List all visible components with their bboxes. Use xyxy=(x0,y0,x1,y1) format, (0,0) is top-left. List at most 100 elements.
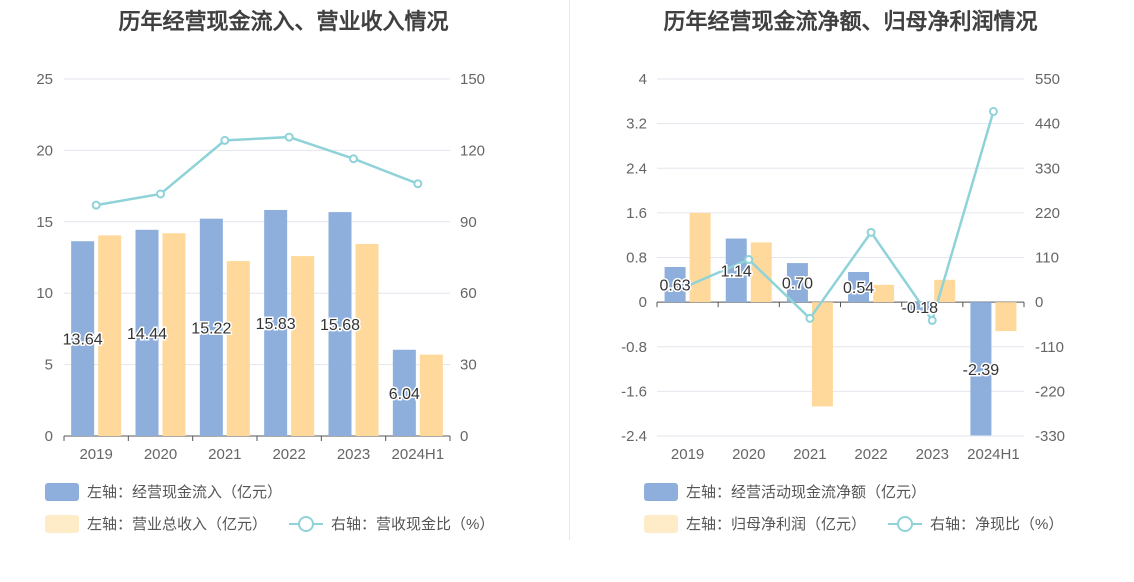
bar-series-1 xyxy=(970,302,992,436)
bar-series-2 xyxy=(355,243,379,436)
line-point xyxy=(413,179,423,189)
line-point xyxy=(805,313,815,323)
x-axis-category-label: 2024H1 xyxy=(967,446,1020,463)
line-point xyxy=(988,106,998,116)
left-axis-tick-label: 1.6 xyxy=(626,205,647,222)
right-axis-tick-label: 440 xyxy=(1035,116,1060,133)
bar-series-1 xyxy=(199,218,223,436)
data-label: 13.64 xyxy=(63,332,103,349)
line-point xyxy=(927,315,937,325)
line-series xyxy=(95,135,419,207)
data-label: 0.54 xyxy=(843,280,874,297)
left-axis-tick-label: 4 xyxy=(639,71,647,88)
x-axis-category-label: 2022 xyxy=(854,446,887,463)
right-axis-tick-label: 330 xyxy=(1035,160,1060,177)
data-label: -0.18 xyxy=(902,300,939,317)
bar-series-2 xyxy=(811,302,833,407)
bar-series-1 xyxy=(135,229,159,436)
right-axis-tick-label: 30 xyxy=(460,357,477,374)
x-axis-category-label: 2021 xyxy=(793,446,826,463)
line-point xyxy=(683,281,693,291)
left-axis-tick-label: -2.4 xyxy=(621,428,647,445)
left-axis-tick-label: 25 xyxy=(36,71,53,88)
legend-label-net-profit[interactable]: 左轴：归母净利润（亿元） xyxy=(686,516,867,533)
legend-row-2: 左轴：归母净利润（亿元） 右轴：净现比（%） xyxy=(644,513,1063,534)
data-label: 15.22 xyxy=(191,320,231,337)
x-axis-category-label: 2021 xyxy=(208,446,241,463)
left-axis-tick-label: 3.2 xyxy=(626,116,647,133)
right-axis-tick-label: 0 xyxy=(1035,294,1043,311)
bar-series-1 xyxy=(725,238,747,303)
bar-series-1 xyxy=(71,241,95,436)
legend-swatch-revenue xyxy=(45,514,79,533)
right-axis-tick-label: 120 xyxy=(460,142,485,159)
chart-net-cashflow-profit: -2.4 -1.6 -0.8 0 0.8 1.6 2.4 3.2 4 -330 -220 -110 0 1… xyxy=(621,71,1065,463)
legend-swatch-net-profit xyxy=(644,514,678,533)
right-axis-tick-label: 90 xyxy=(460,214,477,231)
line-point xyxy=(156,189,165,199)
bar-series-1 xyxy=(786,263,808,303)
line-point xyxy=(220,135,230,145)
right-axis-tick-label: 220 xyxy=(1035,205,1060,222)
legend-label-cash-inflow[interactable]: 左轴：经营现金流入（亿元） xyxy=(87,484,283,501)
data-label: 1.14 xyxy=(721,263,752,280)
left-axis-tick-label: 2.4 xyxy=(626,160,647,177)
bar-series-1 xyxy=(909,302,931,313)
left-axis-tick-label: 0.8 xyxy=(626,250,647,267)
legend-line-ratio-icon xyxy=(289,515,324,533)
data-label: 15.68 xyxy=(320,317,360,334)
data-label: 15.83 xyxy=(256,316,296,333)
bar-series-2 xyxy=(291,256,315,436)
legend-row-1: 左轴：经营活动现金流净额（亿元） xyxy=(644,481,926,502)
chart-panel-cash-inflow: 历年经营现金流入、营业收入情况 0 5 10 15 20 25 0 30 60 90 120 150 2… xyxy=(36,9,494,534)
data-label: 0.63 xyxy=(660,278,691,295)
right-axis-tick-label: -110 xyxy=(1035,339,1064,356)
right-axis-tick-label: 110 xyxy=(1035,250,1059,267)
legend-row-2: 左轴：营业总收入（亿元） 右轴：营收现金比（%） xyxy=(45,513,494,534)
chart-title: 历年经营现金流入、营业收入情况 xyxy=(118,9,449,34)
legend-label-net-cash-ratio[interactable]: 右轴：净现比（%） xyxy=(930,516,1064,533)
chart-panel-net-cashflow: 历年经营现金流净额、归母净利润情况 -2.4 -1.6 -0.8 0 0.8 1.6 2.4… xyxy=(567,0,1134,582)
line-point xyxy=(91,200,101,210)
bar-series-2 xyxy=(226,261,250,436)
left-axis-tick-label: 0 xyxy=(639,294,647,311)
line-point xyxy=(284,132,294,142)
legend-label-cash-ratio[interactable]: 右轴：营收现金比（%） xyxy=(331,516,495,533)
bar-series-1 xyxy=(848,272,870,303)
left-axis-tick-label: 5 xyxy=(45,357,53,374)
chart-cash-inflow-revenue: 0 5 10 15 20 25 0 30 60 90 120 150 2019 2020 2021 2022 2… xyxy=(36,71,485,463)
left-axis-tick-label: 10 xyxy=(36,285,53,302)
right-axis-tick-label: 60 xyxy=(460,285,477,302)
bar-series-2 xyxy=(689,212,711,303)
left-axis-tick-label: 15 xyxy=(36,214,53,231)
right-axis-tick-label: 550 xyxy=(1035,71,1060,88)
x-axis-category-label: 2023 xyxy=(337,446,370,463)
right-axis-tick-label: -220 xyxy=(1035,383,1065,400)
data-label: 6.04 xyxy=(389,386,420,403)
x-axis-category-label: 2020 xyxy=(732,446,765,463)
left-axis-tick-label: 20 xyxy=(36,142,53,159)
x-axis-category-label: 2022 xyxy=(272,446,305,463)
legend-line-ratio-icon xyxy=(888,515,923,533)
data-label: 14.44 xyxy=(127,326,167,343)
right-axis-tick-label: -330 xyxy=(1035,428,1065,445)
legend-swatch-net-cashflow xyxy=(644,482,678,501)
bar-series-1 xyxy=(664,266,686,303)
chart-title: 历年经营现金流净额、归母净利润情况 xyxy=(663,9,1038,34)
line-point xyxy=(744,255,754,265)
legend-label-revenue[interactable]: 左轴：营业总收入（亿元） xyxy=(87,516,268,533)
panel-divider xyxy=(569,0,570,540)
x-axis-category-label: 2020 xyxy=(144,446,177,463)
x-axis-category-label: 2019 xyxy=(79,446,112,463)
left-axis-tick-label: -0.8 xyxy=(621,339,647,356)
line-series xyxy=(687,111,995,324)
bar-series-1 xyxy=(328,212,352,436)
bar-series-1 xyxy=(392,349,416,436)
right-axis-tick-label: 0 xyxy=(460,428,468,445)
data-label: 0.70 xyxy=(782,276,813,293)
x-axis-category-label: 2024H1 xyxy=(392,446,445,463)
legend-label-net-cashflow[interactable]: 左轴：经营活动现金流净额（亿元） xyxy=(686,484,927,501)
legend-swatch-cash-inflow xyxy=(45,482,79,501)
left-axis-tick-label: -1.6 xyxy=(621,383,647,400)
bar-series-2 xyxy=(98,235,122,436)
